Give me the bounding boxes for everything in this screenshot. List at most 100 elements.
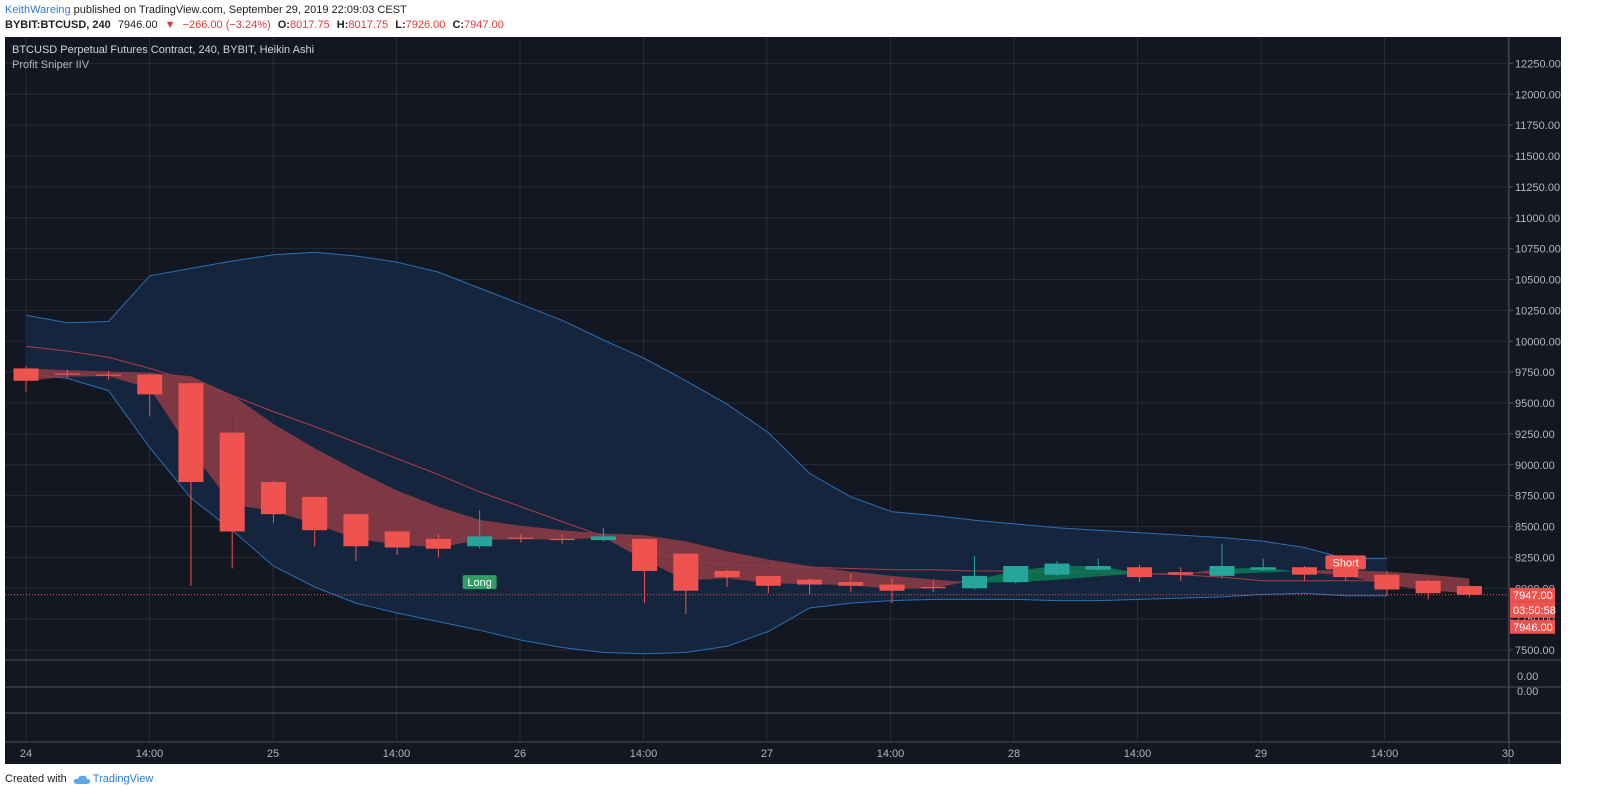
lower-band-line <box>25 374 1387 655</box>
last-price-badge-text: 7947.00 <box>1513 590 1553 602</box>
prev-close-badge-text: 7946.00 <box>1513 622 1553 634</box>
candle-body <box>1044 563 1070 575</box>
lower-pane-tick: 0.00 <box>1517 671 1538 683</box>
time-tick-label: 26 <box>514 748 526 760</box>
candle-body <box>13 368 39 381</box>
candle-body <box>260 482 286 515</box>
price-tick-label: 8500.00 <box>1515 522 1555 534</box>
candle-body <box>590 536 616 541</box>
footer-brand: TradingView <box>92 773 154 785</box>
candle-body <box>1456 586 1482 595</box>
time-tick-label: 14:00 <box>630 748 658 760</box>
close-value: 7947.00 <box>464 19 504 31</box>
price-tick-label: 10250.00 <box>1515 305 1561 317</box>
candle-body <box>1003 566 1029 583</box>
candle-body <box>137 374 163 395</box>
close-label: C: <box>452 19 465 31</box>
candle-body <box>95 374 121 376</box>
price-tick-label: 8250.00 <box>1515 552 1555 564</box>
down-arrow-icon: ▼ <box>164 19 176 31</box>
price-chart[interactable]: LongShort7500.007750.008000.008250.00850… <box>5 37 1561 764</box>
countdown-badge <box>1510 601 1555 618</box>
time-tick-label: 14:00 <box>383 748 411 760</box>
candle-body <box>425 538 451 549</box>
candle-body <box>714 570 740 578</box>
price-tick-label: 11250.00 <box>1515 182 1560 194</box>
candle-body <box>1250 567 1276 570</box>
high-value: 8017.75 <box>348 19 389 31</box>
change-value: −266.00 (−3.24%) <box>182 19 271 31</box>
chart-legend-title: BTCUSD Perpetual Futures Contract, 240, … <box>12 44 315 56</box>
candle-body <box>1209 566 1235 576</box>
time-tick-label: 14:00 <box>1124 748 1152 760</box>
footer-created: Created with <box>5 773 67 785</box>
candle-body <box>178 383 204 483</box>
time-tick-label: 14:00 <box>877 748 905 760</box>
author-link[interactable]: KeithWareing <box>5 4 71 16</box>
candle-body <box>879 584 905 591</box>
indicator-legend[interactable]: Profit Sniper IIV <box>12 59 90 71</box>
trend-cloud-segment <box>520 525 563 540</box>
price-tick-label: 11000.00 <box>1515 213 1560 225</box>
candle-body <box>1085 566 1111 570</box>
time-tick-label: 25 <box>267 748 279 760</box>
chart-area[interactable]: LongShort7500.007750.008000.008250.00850… <box>5 37 1561 764</box>
tradingview-logo[interactable]: TradingView <box>70 773 154 785</box>
band-fill <box>26 252 1387 654</box>
candle-body <box>1291 567 1317 575</box>
candle-body <box>343 514 369 547</box>
signal-label: Short <box>1333 557 1359 569</box>
price-tick-label: 10750.00 <box>1515 244 1561 256</box>
low-label: L: <box>395 19 406 31</box>
countdown-badge-text: 03:50:58 <box>1513 605 1556 617</box>
signal-label: Long <box>467 577 491 589</box>
candle-body <box>1415 580 1441 594</box>
candle-body <box>302 496 328 531</box>
price-tick-label: 12250.00 <box>1515 58 1561 70</box>
candle-body <box>508 537 534 539</box>
candle-body <box>962 575 988 589</box>
price-tick-label: 7500.00 <box>1515 645 1555 657</box>
open-label: O: <box>277 19 290 31</box>
candle-body <box>1333 568 1359 578</box>
time-tick-label: 14:00 <box>136 748 164 760</box>
candle-body <box>384 531 410 548</box>
candle-body <box>1374 574 1400 590</box>
candle-body <box>1126 567 1152 578</box>
candle-body <box>467 536 493 547</box>
candle-body <box>755 575 781 586</box>
trend-cloud-segment <box>479 519 521 541</box>
price-tick-label: 8750.00 <box>1515 491 1555 503</box>
candle-body <box>673 553 699 591</box>
price-tick-label: 9000.00 <box>1515 460 1555 472</box>
low-value: 7926.00 <box>405 19 446 31</box>
time-tick-label: 30 <box>1502 748 1514 760</box>
time-tick-label: 14:00 <box>1371 748 1399 760</box>
last-price-badge <box>1510 587 1555 602</box>
price-tick-label: 9500.00 <box>1515 398 1555 410</box>
candle-body <box>549 538 575 541</box>
prev-close-badge <box>1510 619 1555 634</box>
publish-info: KeithWareing published on TradingView.co… <box>5 4 407 18</box>
time-tick-label: 24 <box>20 748 32 760</box>
signal-label-bg <box>1325 555 1366 570</box>
candle-body <box>797 579 823 585</box>
candle-body <box>920 587 946 589</box>
time-tick-label: 27 <box>761 748 773 760</box>
price-tick-label: 11500.00 <box>1515 151 1560 163</box>
price-tick-label: 12000.00 <box>1515 89 1561 101</box>
candle-body <box>632 538 658 571</box>
ohlc-header: BYBIT:BTCUSD, 240 7946.00 ▼ −266.00 (−3.… <box>5 19 508 33</box>
price-tick-label: 9750.00 <box>1515 367 1555 379</box>
time-tick-label: 28 <box>1008 748 1020 760</box>
upper-band-line <box>25 251 1387 560</box>
candle-body <box>838 582 864 586</box>
candle-body <box>219 432 245 532</box>
price-tick-label: 9250.00 <box>1515 429 1555 441</box>
open-value: 8017.75 <box>289 19 330 31</box>
cloud-icon <box>73 775 90 784</box>
price-tick-label: 10500.00 <box>1515 275 1561 287</box>
signal-label-bg <box>462 575 497 590</box>
candle-body <box>54 373 80 375</box>
last-price: 7946.00 <box>117 19 158 31</box>
